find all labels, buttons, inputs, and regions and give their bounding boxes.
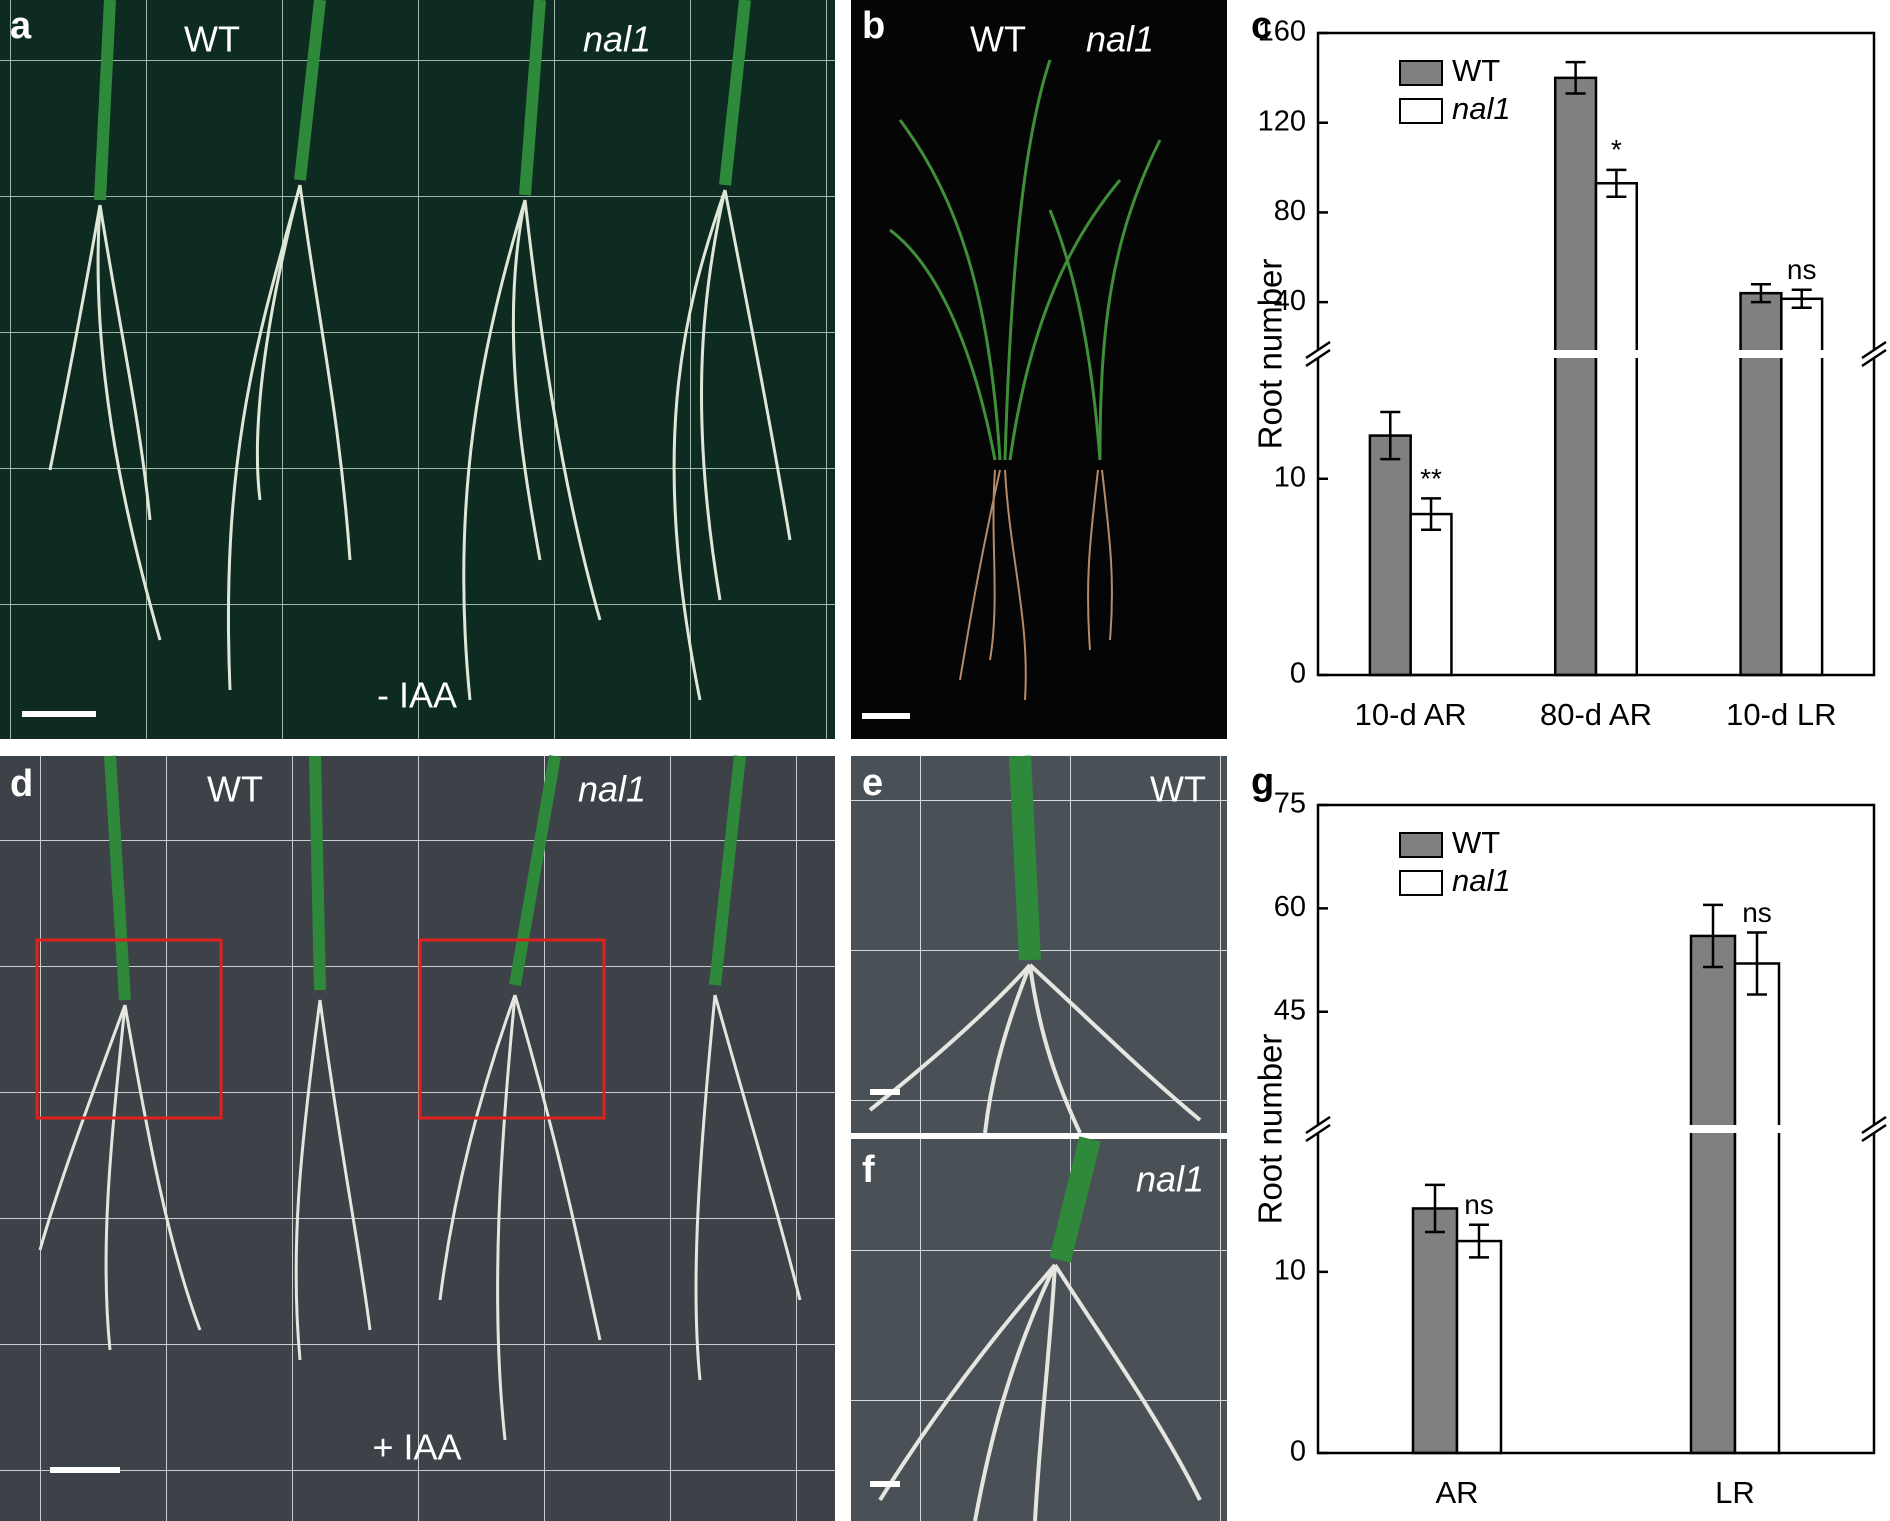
zoom-box [35, 938, 223, 1120]
y-tick-label: 160 [1258, 16, 1306, 48]
zoom-box [418, 938, 606, 1120]
panel-letter: b [862, 5, 885, 47]
bar [1689, 934, 1737, 1455]
significance-label: ns [1742, 897, 1772, 928]
axis-frame [1316, 803, 1876, 1455]
genotype-label: nal1 [1136, 1159, 1204, 1200]
significance-label: * [1611, 134, 1622, 165]
y-axis-label: Root number [1252, 1034, 1289, 1225]
bar [1733, 962, 1781, 1455]
genotype-label: WT [184, 19, 240, 60]
panel-letter: c [1251, 5, 1272, 47]
bar [1411, 1207, 1459, 1455]
y-tick-label: 60 [1274, 891, 1306, 923]
break-mark [1861, 340, 1887, 360]
photo-f: f nal1 [851, 1136, 1227, 1521]
genotype-label: WT [970, 19, 1026, 60]
bar [1409, 512, 1453, 677]
axis-break-gap [1316, 1125, 1876, 1133]
bar [1455, 1239, 1503, 1455]
genotype-label: nal1 [578, 769, 646, 810]
x-tick-label: 80-d AR [1540, 697, 1652, 732]
panel-letter: a [10, 5, 32, 47]
y-tick-label: 45 [1274, 994, 1306, 1026]
y-tick-label: 0 [1290, 658, 1306, 690]
significance-label: ns [1787, 254, 1817, 285]
y-tick-label: 40 [1274, 285, 1306, 317]
panel-letter: e [862, 762, 883, 804]
break-mark [1861, 1115, 1887, 1135]
genotype-label: nal1 [583, 19, 651, 60]
significance-label: ** [1420, 463, 1442, 494]
photo-background [0, 756, 835, 1521]
y-tick-label: 10 [1274, 461, 1306, 493]
genotype-label: WT [1150, 769, 1206, 810]
bar [1368, 434, 1412, 677]
legend-swatch [1399, 832, 1443, 858]
photo-b: b WT nal1 [851, 0, 1227, 739]
break-mark [1305, 340, 1331, 360]
bar [1553, 76, 1598, 677]
x-tick-label: 10-d LR [1726, 697, 1836, 732]
y-tick-label: 0 [1290, 1436, 1306, 1468]
legend-label: nal1 [1452, 863, 1511, 898]
photo-a: a WT nal1 - IAA [0, 0, 835, 739]
y-axis-label: Root number [1252, 259, 1289, 450]
break-mark [1305, 1123, 1331, 1143]
photo-e: e WT [851, 755, 1227, 1134]
x-tick-label: 10-d AR [1355, 697, 1467, 732]
photo-d: d WT nal1 + IAA [0, 754, 835, 1521]
y-tick-label: 120 [1258, 105, 1306, 137]
break-mark [1861, 348, 1887, 368]
shoot [1009, 755, 1041, 961]
x-tick-label: AR [1435, 1475, 1478, 1510]
break-mark [1305, 1115, 1331, 1135]
shoots [104, 754, 746, 1001]
panel-letter: g [1251, 761, 1274, 803]
treatment-label: + IAA [372, 1427, 461, 1468]
leaves [889, 59, 1162, 461]
treatment-label: - IAA [377, 675, 457, 716]
roots [878, 1263, 1202, 1521]
legend-swatch [1399, 870, 1443, 896]
genotype-label: nal1 [1086, 19, 1154, 60]
roots [48, 184, 792, 701]
panel-letter: d [10, 763, 33, 805]
x-tick-label: LR [1715, 1475, 1755, 1510]
axis-frame [1316, 31, 1876, 677]
bar-chart: c Root number 0 10 40 80 120 160 10-d AR ** 80-d A… [1251, 5, 1887, 732]
shoot [1049, 1136, 1101, 1263]
y-tick-label: 10 [1274, 1255, 1306, 1287]
legend-label: WT [1452, 53, 1500, 88]
legend-label: nal1 [1452, 91, 1511, 126]
photo-background [851, 0, 1227, 739]
bar [1594, 182, 1639, 677]
break-mark [1305, 348, 1331, 368]
photo-background [0, 0, 835, 739]
significance-label: ns [1464, 1189, 1494, 1220]
roots [959, 469, 1113, 701]
legend-label: WT [1452, 825, 1500, 860]
genotype-label: WT [207, 769, 263, 810]
shoots [94, 0, 751, 201]
roots [38, 994, 802, 1441]
y-tick-label: 75 [1274, 788, 1306, 820]
panel-letter: f [862, 1149, 875, 1191]
break-mark [1861, 1123, 1887, 1143]
legend-swatch [1399, 98, 1443, 124]
y-tick-label: 80 [1274, 195, 1306, 227]
axis-break-gap [1316, 350, 1876, 358]
legend-swatch [1399, 60, 1443, 86]
chart-g-background [1241, 756, 1890, 1521]
